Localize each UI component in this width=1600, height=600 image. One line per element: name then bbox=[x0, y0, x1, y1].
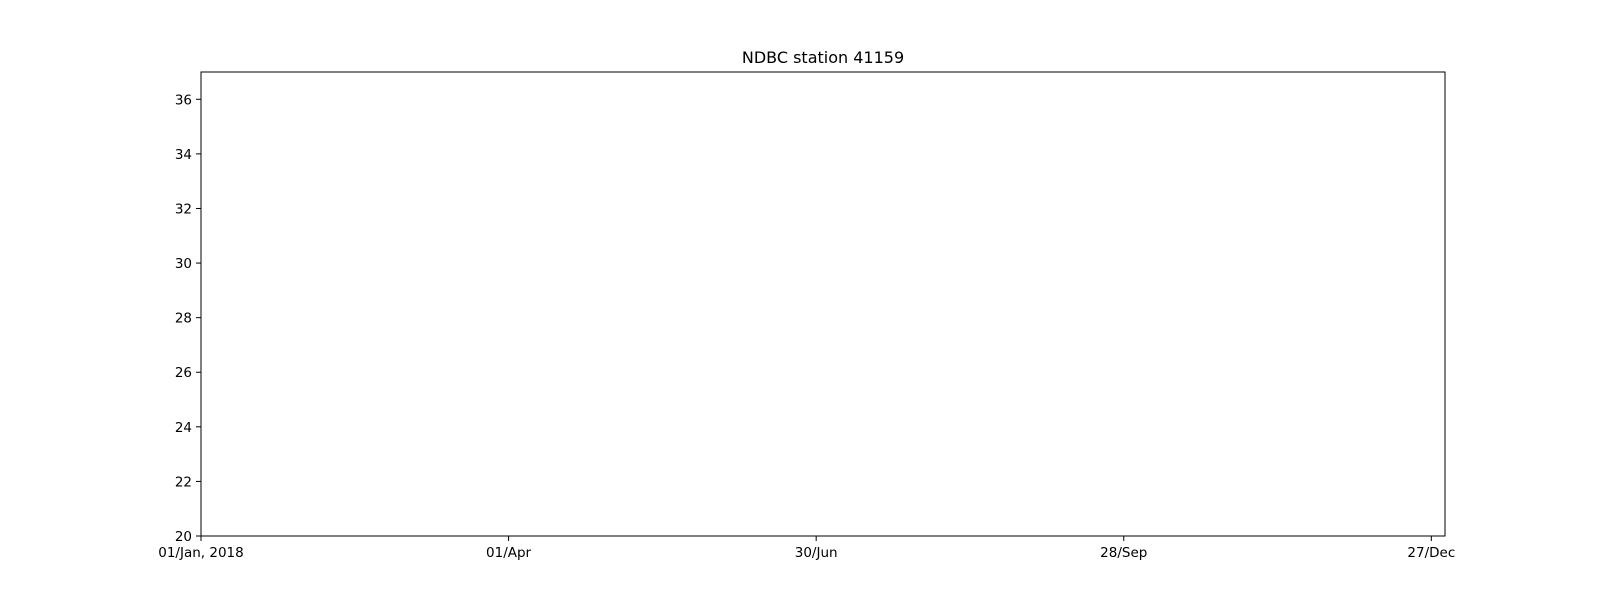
x-tick-label: 27/Dec bbox=[1407, 545, 1455, 561]
chart-title: NDBC station 41159 bbox=[742, 48, 904, 67]
x-tick-label: 30/Jun bbox=[795, 545, 838, 561]
y-tick-label: 20 bbox=[175, 529, 192, 545]
x-tick-label: 01/Apr bbox=[486, 545, 532, 561]
x-tick-label: 01/Jan, 2018 bbox=[158, 545, 243, 561]
x-axis-ticks: 01/Jan, 2018 01/Apr 30/Jun 28/Sep 27/Dec bbox=[158, 536, 1455, 561]
y-tick-label: 22 bbox=[175, 474, 192, 490]
plot-area-frame bbox=[200, 71, 1446, 537]
y-tick-label: 34 bbox=[175, 147, 192, 163]
y-tick-label: 26 bbox=[175, 365, 192, 381]
y-tick-label: 32 bbox=[175, 201, 192, 217]
y-tick-label: 24 bbox=[175, 420, 192, 436]
y-tick-label: 36 bbox=[175, 92, 192, 108]
x-tick-label: 28/Sep bbox=[1100, 545, 1147, 561]
y-tick-label: 28 bbox=[175, 311, 192, 327]
y-axis-ticks: 20 22 24 26 28 30 32 34 36 bbox=[175, 92, 201, 545]
y-tick-label: 30 bbox=[175, 256, 192, 272]
